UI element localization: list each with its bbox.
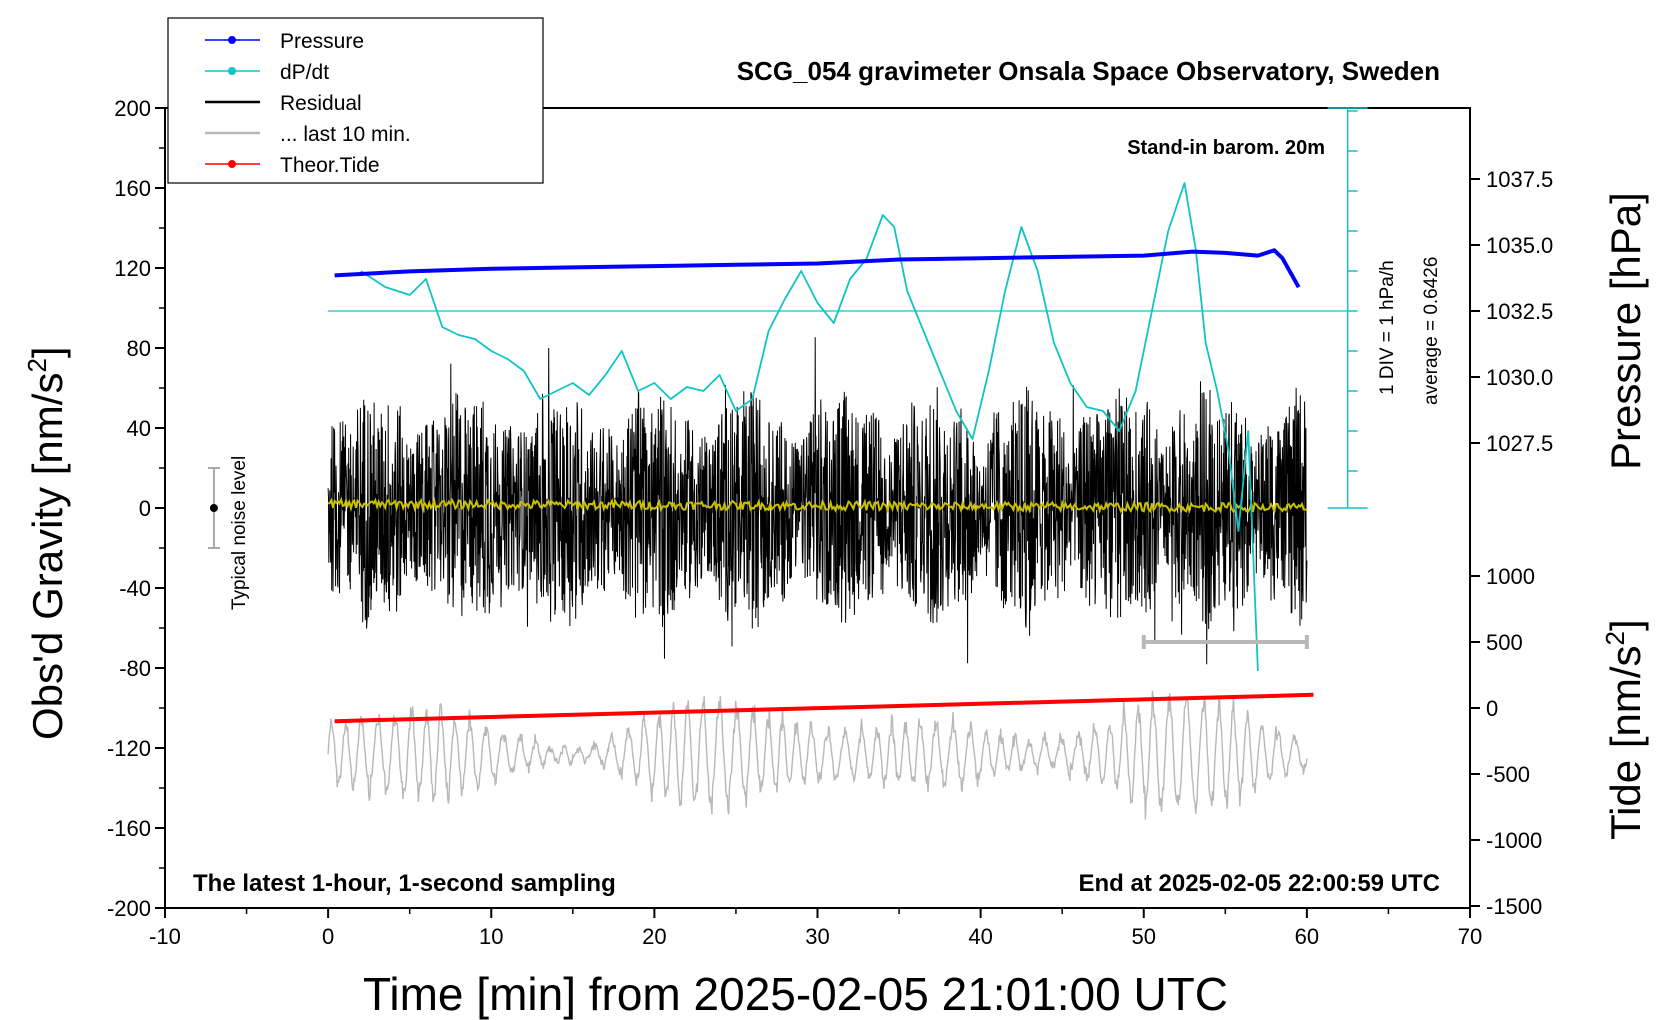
pressure-series: [334, 248, 1301, 289]
noise-bar-dot: [209, 504, 218, 512]
legend-box: [167, 17, 544, 184]
dpdt-series: [328, 182, 1348, 672]
pressure-line: [334, 248, 1301, 289]
y-tick-label: -160: [107, 816, 151, 841]
end-time-note: End at 2025-02-05 22:00:59 UTC: [1079, 870, 1441, 897]
last10-series: [327, 690, 1308, 820]
residual-series: [327, 337, 1308, 665]
legend-marker: [228, 36, 236, 44]
x-tick-label: 10: [479, 924, 503, 949]
x-tick-label: 30: [805, 924, 829, 949]
pressure-tick-label: 1030.0: [1486, 365, 1553, 390]
legend-label: ... last 10 min.: [280, 123, 411, 146]
tide-line: [334, 692, 1314, 724]
x-tick-label: 20: [642, 924, 666, 949]
chart-title: SCG_054 gravimeter Onsala Space Observat…: [737, 56, 1440, 86]
sampling-note: The latest 1-hour, 1-second sampling: [193, 870, 616, 897]
tide-tick-label: -1500: [1486, 894, 1542, 919]
tide-tick-label: 1000: [1486, 564, 1535, 589]
pressure-tick-label: 1027.5: [1486, 431, 1553, 456]
x-tick-label: -10: [149, 924, 181, 949]
x-tick-label: 0: [322, 924, 334, 949]
y-tick-label: 0: [139, 496, 151, 521]
barometer-note: Stand-in barom. 20m: [1127, 137, 1325, 159]
y-tick-label: -40: [119, 576, 151, 601]
pressure-tick-label: 1035.0: [1486, 233, 1553, 258]
legend: Pressure dP/dt Residual ... last 10 min. The…: [167, 17, 544, 184]
noise-level-label: Typical noise level: [229, 456, 250, 610]
tide-tick-label: -500: [1486, 762, 1530, 787]
x-tick-label: 60: [1295, 924, 1319, 949]
y-axis-left: 200 160 120 80 40 0 -40 -80 -120 -160 -200: [107, 96, 165, 921]
y-tick-label: 120: [114, 256, 151, 281]
x-tick-label: 40: [968, 924, 992, 949]
y-tick-label: 40: [127, 416, 151, 441]
y-tick-label: -120: [107, 736, 151, 761]
last10-line: [327, 690, 1308, 820]
tide-tick-label: -1000: [1486, 828, 1542, 853]
y-tick-label: 80: [127, 336, 151, 361]
tide-series: [334, 692, 1314, 724]
x-axis-title: Time [min] from 2025-02-05 21:01:00 UTC: [363, 968, 1228, 1020]
y-tick-label: 200: [114, 96, 151, 121]
y-tick-label: -200: [107, 896, 151, 921]
chart-markers: [207, 467, 1309, 649]
x-tick-label: 70: [1458, 924, 1482, 949]
dpdt-line: [360, 182, 1259, 672]
legend-label: Theor.Tide: [280, 154, 380, 177]
legend-label: dP/dt: [280, 61, 329, 84]
legend-label: Pressure: [280, 30, 364, 53]
y-axis-tide: 1000 500 0 -500 -1000 -1500: [1470, 564, 1542, 919]
legend-marker: [228, 67, 236, 75]
x-axis: -10 0 10 20 30 40 50 60 70: [149, 908, 1482, 949]
x-tick-label: 50: [1132, 924, 1156, 949]
y-tick-label: 160: [114, 176, 151, 201]
residual-lowpass-line: [328, 496, 1308, 516]
y-axis-tide-title: Tide [nm/s2]: [1600, 619, 1649, 840]
y-axis-pressure: 1037.5 1035.0 1032.5 1030.0 1027.5: [1470, 167, 1553, 456]
y-axis-left-title: Obs'd Gravity [nm/s2]: [22, 346, 71, 740]
dpdt-scale-label: 1 DIV = 1 hPa/h: [1377, 260, 1398, 395]
y-axis-pressure-title: Pressure [hPa]: [1602, 192, 1649, 470]
legend-marker: [228, 160, 236, 168]
legend-label: Residual: [280, 92, 362, 115]
dpdt-scale-axis: [1327, 107, 1368, 509]
dpdt-average-label: average = 0.6426: [1421, 257, 1442, 405]
pressure-tick-label: 1037.5: [1486, 167, 1553, 192]
y-tick-label: -80: [119, 656, 151, 681]
residual-line: [327, 337, 1308, 665]
tide-tick-label: 500: [1486, 630, 1523, 655]
pressure-tick-label: 1032.5: [1486, 299, 1553, 324]
tide-tick-label: 0: [1486, 696, 1498, 721]
